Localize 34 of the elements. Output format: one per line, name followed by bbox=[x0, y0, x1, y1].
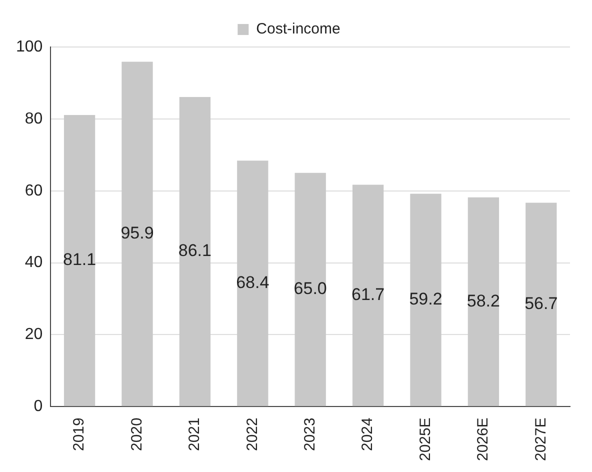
x-tick-label: 2024 bbox=[359, 418, 376, 451]
text: 65.0 bbox=[294, 279, 327, 298]
bar bbox=[294, 172, 326, 406]
x-tick-label: 2026E bbox=[474, 418, 492, 461]
bar bbox=[179, 96, 211, 406]
text: 68.4 bbox=[236, 273, 270, 292]
y-tick-label: 0 bbox=[34, 398, 43, 416]
text: 95.9 bbox=[120, 224, 154, 243]
bar bbox=[526, 202, 557, 406]
x-tick-label: 2021 bbox=[186, 418, 204, 451]
x-tick-label: 2023 bbox=[301, 418, 318, 451]
y-tick-label: 20 bbox=[24, 326, 43, 344]
y-tick-label: 60 bbox=[24, 182, 43, 200]
bar bbox=[237, 160, 268, 406]
x-tick-label: 2022 bbox=[244, 418, 261, 451]
x-tick-label: 2020 bbox=[128, 418, 146, 451]
text: 56.7 bbox=[524, 294, 558, 314]
y-tick-label: 80 bbox=[24, 110, 43, 128]
bar bbox=[122, 62, 153, 406]
text: 59.2 bbox=[409, 290, 442, 309]
bar bbox=[352, 184, 384, 406]
legend-label: Cost-income bbox=[256, 20, 340, 38]
y-tick-label: 100 bbox=[16, 38, 43, 56]
y-tick-label: 40 bbox=[24, 254, 43, 272]
x-tick-label: 2027E bbox=[532, 418, 550, 461]
text: 86.1 bbox=[178, 241, 212, 260]
bar bbox=[64, 114, 96, 406]
text: 81.1 bbox=[63, 250, 96, 270]
x-tick-label: 2019 bbox=[70, 418, 88, 451]
x-tick-label: 2025E bbox=[416, 418, 434, 461]
text: 58.2 bbox=[466, 291, 500, 310]
bar bbox=[410, 194, 442, 406]
text: 61.7 bbox=[352, 285, 385, 304]
bar bbox=[468, 197, 500, 406]
